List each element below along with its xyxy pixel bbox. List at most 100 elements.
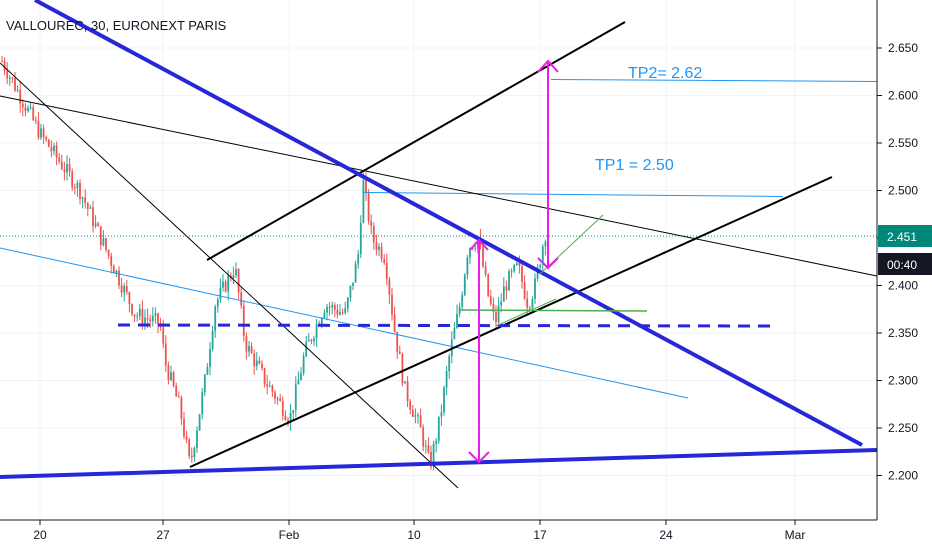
candle-body: [177, 396, 180, 398]
magenta-arrow-down-head-right[interactable]: [537, 257, 559, 270]
candle-body: [1, 61, 3, 63]
candle-body: [94, 223, 97, 227]
candle-body: [349, 285, 352, 298]
tp2-level-line[interactable]: [550, 79, 878, 82]
candle-body: [495, 312, 497, 323]
candle-body: [47, 139, 50, 147]
time-tick-label: 17: [533, 528, 547, 542]
candle-body: [55, 145, 58, 158]
candle-body: [430, 451, 432, 467]
candle-body: [307, 339, 310, 342]
candle-body: [284, 416, 287, 420]
candle-body: [66, 163, 68, 173]
candle-body: [427, 445, 430, 452]
candle-body: [164, 343, 167, 365]
candle-body: [68, 163, 71, 172]
candle-body: [190, 455, 193, 458]
candle-body: [167, 364, 170, 380]
candle-body: [196, 430, 198, 449]
green-trend-a[interactable]: [495, 298, 557, 327]
candle-body: [461, 294, 464, 307]
candle-body: [354, 263, 357, 283]
price-tick-label: 2.350: [888, 326, 918, 340]
candle-body: [489, 296, 492, 305]
candle-body: [172, 372, 175, 386]
support-dashed-line[interactable]: [117, 323, 771, 328]
candle-body: [76, 182, 79, 188]
time-tick-label: Feb: [279, 528, 300, 542]
candle-body: [183, 418, 185, 437]
candle-body: [255, 360, 258, 367]
candle-body: [21, 103, 24, 108]
candle-body: [19, 89, 22, 104]
candle-body: [253, 353, 256, 367]
candle-body: [281, 400, 284, 417]
candle-body: [11, 77, 14, 79]
price-tick-label: 2.400: [888, 279, 918, 293]
chart-grid: [0, 0, 877, 520]
candle-body: [32, 107, 35, 120]
candle-body: [120, 285, 123, 293]
candle-body: [323, 312, 326, 319]
green-level-line[interactable]: [458, 309, 648, 312]
blue-descending-trendline[interactable]: [34, 0, 863, 447]
candle-body: [71, 171, 74, 188]
candle-body: [6, 70, 9, 79]
candle-body: [435, 440, 438, 444]
candle-body: [146, 317, 149, 320]
tp1-label: TP1 = 2.50: [595, 157, 674, 174]
candle-body: [440, 412, 443, 417]
candle-body: [528, 307, 531, 309]
candle-body: [492, 304, 495, 313]
magenta-arrow-up-head[interactable]: [537, 59, 559, 73]
candle-body: [357, 254, 360, 264]
magenta-arrow-up-head-left[interactable]: [469, 238, 489, 251]
candle-body: [466, 257, 469, 275]
candle-body: [105, 238, 107, 250]
candle-body: [110, 255, 113, 266]
candle-body: [79, 182, 81, 199]
candle-body: [227, 275, 230, 292]
candle-body: [271, 385, 274, 393]
magenta-arrow-down-head[interactable]: [468, 451, 490, 464]
candle-body: [526, 298, 529, 308]
candle-body: [367, 192, 370, 222]
thin-blue-trendline[interactable]: [0, 247, 689, 399]
candle-body: [29, 107, 32, 109]
blue-base-trendline[interactable]: [0, 448, 878, 479]
candle-body: [471, 248, 474, 250]
black-resistance-line[interactable]: [0, 95, 878, 277]
candle-body: [404, 381, 406, 384]
candle-body: [305, 341, 308, 356]
candle-body: [248, 345, 250, 352]
candle-body: [474, 247, 477, 249]
candle-body: [523, 282, 526, 299]
drawings[interactable]: [0, 0, 878, 489]
candle-body: [97, 223, 100, 227]
candle-body: [510, 270, 513, 272]
tp1-level-line[interactable]: [362, 192, 784, 197]
candle-body: [531, 299, 534, 309]
candle-body: [375, 242, 378, 251]
candle-body: [268, 385, 271, 387]
candle-body: [505, 286, 508, 291]
candle-body: [500, 301, 503, 306]
candle-body: [73, 187, 76, 189]
candle-body: [313, 338, 315, 342]
black-channel-upper[interactable]: [206, 21, 626, 261]
candle-body: [289, 412, 292, 423]
candle-body: [42, 128, 45, 137]
candle-body: [294, 384, 297, 411]
black-falling-line[interactable]: [0, 62, 459, 489]
candle-body: [198, 414, 201, 431]
candle-body: [534, 278, 536, 300]
candle-body: [14, 78, 16, 91]
candle-body: [391, 294, 393, 315]
candle-body: [151, 315, 154, 322]
candle-body: [344, 308, 347, 313]
black-channel-lower[interactable]: [189, 176, 833, 468]
candle-body: [84, 197, 87, 204]
candle-body: [339, 312, 341, 315]
